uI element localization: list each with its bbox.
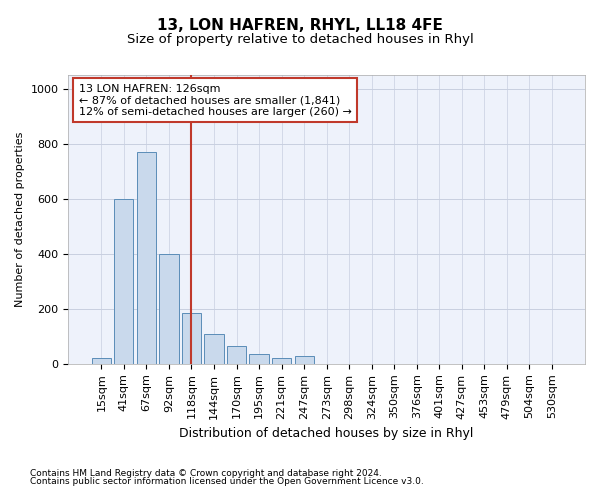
Text: Contains public sector information licensed under the Open Government Licence v3: Contains public sector information licen… <box>30 477 424 486</box>
Bar <box>160 254 179 364</box>
Text: Size of property relative to detached houses in Rhyl: Size of property relative to detached ho… <box>127 32 473 46</box>
Bar <box>227 346 246 364</box>
Bar <box>114 199 133 364</box>
Bar <box>295 356 314 364</box>
Text: Contains HM Land Registry data © Crown copyright and database right 2024.: Contains HM Land Registry data © Crown c… <box>30 468 382 477</box>
Bar <box>137 152 156 364</box>
Bar <box>182 313 201 364</box>
Bar <box>250 354 269 364</box>
Text: 13, LON HAFREN, RHYL, LL18 4FE: 13, LON HAFREN, RHYL, LL18 4FE <box>157 18 443 32</box>
X-axis label: Distribution of detached houses by size in Rhyl: Distribution of detached houses by size … <box>179 427 474 440</box>
Bar <box>272 358 291 364</box>
Y-axis label: Number of detached properties: Number of detached properties <box>15 132 25 307</box>
Text: 13 LON HAFREN: 126sqm
← 87% of detached houses are smaller (1,841)
12% of semi-d: 13 LON HAFREN: 126sqm ← 87% of detached … <box>79 84 352 117</box>
Bar <box>205 334 224 364</box>
Bar <box>92 358 111 364</box>
